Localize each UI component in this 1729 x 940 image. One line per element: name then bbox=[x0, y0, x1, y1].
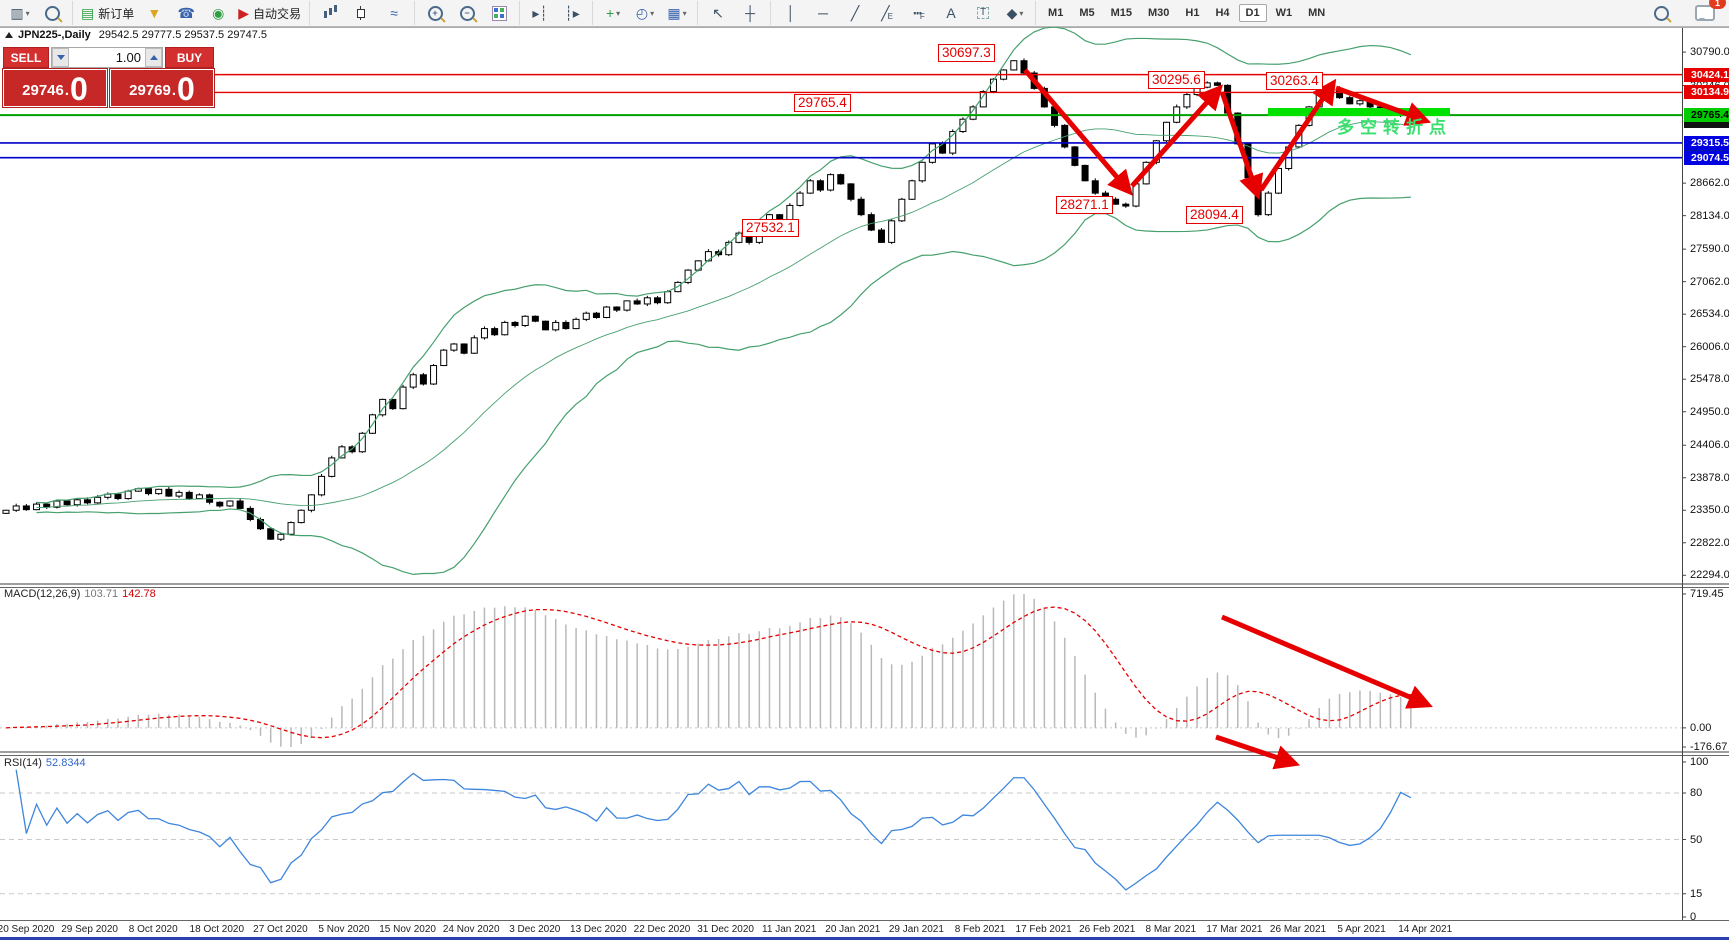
tile-windows-icon[interactable] bbox=[484, 2, 514, 24]
vertical-line-icon[interactable]: │ bbox=[786, 5, 796, 21]
sell-price-button[interactable]: 29746. 0 bbox=[2, 68, 108, 108]
toolbar: ▥ ▾ ▤ 新订单 ▼ ☎ ◉ ▶ 自动交易 ≈ + − ▸┊ ┊▸ + ▾ ◴ ▾ ▦ ▾ ↖ ┼ │ ─ ╱ ╱ E ┅ F A T ◆ ▾… bbox=[0, 0, 1729, 27]
timeframe-bar: M1 M5 M15 M30 H1 H4 D1 W1 MN bbox=[1036, 1, 1337, 25]
chart-shift-icon[interactable]: ┊▸ bbox=[564, 5, 580, 21]
horizontal-line-icon[interactable]: ─ bbox=[818, 5, 828, 21]
timeframe-h1[interactable]: H1 bbox=[1185, 7, 1200, 19]
timeframe-m30[interactable]: M30 bbox=[1148, 7, 1170, 19]
timeframe-m5[interactable]: M5 bbox=[1079, 7, 1095, 19]
volume-value[interactable]: 1.00 bbox=[115, 50, 141, 65]
rsi-label: RSI(14) 52.8344 bbox=[4, 757, 86, 769]
volume-decrease-button[interactable] bbox=[52, 48, 69, 67]
symbol-title: JPN225-,Daily bbox=[18, 29, 91, 41]
triangle-down-icon bbox=[56, 55, 65, 60]
fax-icon[interactable]: ☎ bbox=[177, 5, 195, 21]
volume-stepper[interactable]: 1.00 bbox=[51, 47, 163, 68]
buy-button[interactable]: BUY bbox=[165, 47, 214, 68]
zoom-out-icon[interactable]: − bbox=[452, 2, 482, 24]
zoom-in-icon[interactable]: + bbox=[420, 2, 450, 24]
toolbar-group-window: ▥ ▾ bbox=[0, 1, 73, 25]
one-click-trading-panel: SELL 1.00 BUY 29746. 0 29769. 0 bbox=[2, 47, 215, 108]
timeframe-m15[interactable]: M15 bbox=[1110, 7, 1133, 19]
timeframe-d1[interactable]: D1 bbox=[1238, 4, 1267, 22]
ohlc-readout: 29542.5 29777.5 29537.5 29747.5 bbox=[98, 29, 267, 41]
profile-zoom-icon[interactable] bbox=[37, 2, 67, 24]
funnel-icon[interactable]: ▼ bbox=[147, 5, 162, 21]
notification-badge: 1 bbox=[1709, 0, 1726, 9]
toolbar-group-insert: + ▾ ◴ ▾ ▦ ▾ bbox=[593, 1, 699, 25]
toolbar-group-cursor: ↖ ┼ bbox=[698, 1, 772, 25]
arrows-icon[interactable]: ◆ ▾ bbox=[1006, 5, 1024, 21]
timeframe-m1[interactable]: M1 bbox=[1048, 7, 1064, 19]
buy-price-button[interactable]: 29769. 0 bbox=[109, 68, 215, 108]
macd-label: MACD(12,26,9) 103.71 142.78 bbox=[4, 588, 156, 600]
auto-scroll-icon[interactable]: ▸┊ bbox=[532, 5, 548, 21]
line-chart-icon[interactable]: ≈ bbox=[390, 5, 398, 21]
volume-increase-button[interactable] bbox=[145, 48, 162, 67]
timeframe-h4[interactable]: H4 bbox=[1215, 7, 1230, 19]
candlestick-chart-icon[interactable] bbox=[347, 2, 377, 24]
toolbar-group-orders: ▤ 新订单 ▼ ☎ ◉ ▶ 自动交易 bbox=[73, 1, 311, 25]
webcast-icon[interactable]: ◉ bbox=[212, 5, 225, 21]
search-icon[interactable] bbox=[1646, 2, 1676, 24]
indicators-icon[interactable]: + ▾ bbox=[605, 5, 621, 21]
trendline-icon[interactable]: ╱ bbox=[850, 5, 860, 21]
crosshair-icon[interactable]: ┼ bbox=[745, 5, 755, 21]
chart-header: JPN225-,Daily 29542.5 29777.5 29537.5 29… bbox=[5, 29, 267, 41]
toolbar-group-scroll: ▸┊ ┊▸ bbox=[520, 1, 594, 25]
symbol-marker-icon bbox=[5, 32, 13, 38]
timeframe-mn[interactable]: MN bbox=[1308, 7, 1326, 19]
toolbar-group-draw: │ ─ ╱ ╱ E ┅ F A T ◆ ▾ bbox=[771, 1, 1037, 25]
equidistant-channel-icon[interactable]: ╱ E bbox=[881, 5, 893, 21]
triangle-up-icon bbox=[149, 55, 158, 60]
toolbar-group-chart-types: ≈ bbox=[310, 1, 416, 25]
text-icon[interactable]: A bbox=[946, 5, 956, 21]
bar-chart-icon[interactable] bbox=[315, 2, 345, 24]
window-bottom-border bbox=[0, 937, 1729, 940]
cursor-icon[interactable]: ↖ bbox=[712, 5, 724, 21]
new-order-icon[interactable]: ▤ 新订单 bbox=[81, 5, 135, 21]
chart-window-icon[interactable]: ▥ ▾ bbox=[10, 5, 30, 21]
chat-icon[interactable]: 1 bbox=[1678, 0, 1726, 24]
periods-icon[interactable]: ◴ ▾ bbox=[635, 5, 655, 21]
text-label-icon[interactable]: T bbox=[968, 2, 998, 24]
toolbar-group-zoom: + − bbox=[415, 1, 521, 25]
fibonacci-icon[interactable]: ┅ F bbox=[913, 5, 925, 21]
sell-button[interactable]: SELL bbox=[3, 47, 49, 68]
template-icon[interactable]: ▦ ▾ bbox=[667, 5, 687, 21]
auto-trading-icon[interactable]: ▶ 自动交易 bbox=[238, 5, 302, 21]
timeframe-w1[interactable]: W1 bbox=[1275, 7, 1293, 19]
